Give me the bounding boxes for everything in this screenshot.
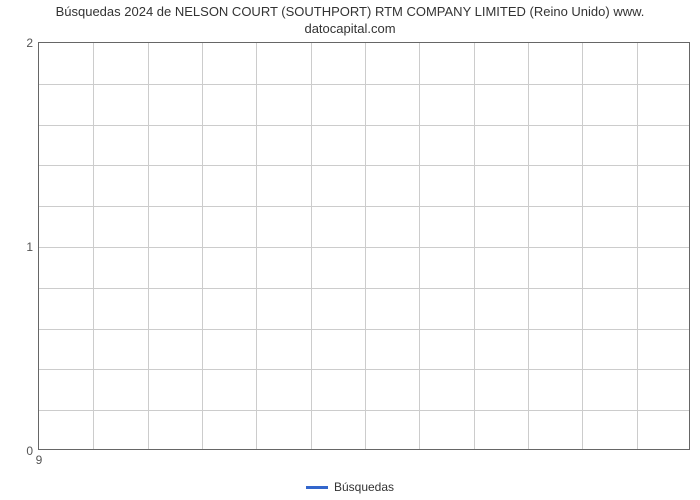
y-tick-label: 0 xyxy=(26,444,33,458)
legend-label: Búsquedas xyxy=(334,480,394,494)
grid-vertical xyxy=(256,43,257,449)
grid-horizontal xyxy=(39,247,689,248)
grid-horizontal xyxy=(39,206,689,207)
grid-horizontal xyxy=(39,288,689,289)
y-tick-label: 2 xyxy=(26,36,33,50)
plot-area: 0129 xyxy=(38,42,690,450)
grid-vertical xyxy=(93,43,94,449)
grid-horizontal xyxy=(39,410,689,411)
grid-horizontal xyxy=(39,329,689,330)
y-tick-label: 1 xyxy=(26,240,33,254)
x-tick-label: 9 xyxy=(36,453,43,467)
chart-title-line2: datocapital.com xyxy=(304,21,395,36)
grid-vertical xyxy=(582,43,583,449)
grid-horizontal xyxy=(39,84,689,85)
grid-horizontal xyxy=(39,165,689,166)
grid-vertical xyxy=(365,43,366,449)
grid-vertical xyxy=(474,43,475,449)
chart-title: Búsquedas 2024 de NELSON COURT (SOUTHPOR… xyxy=(0,4,700,38)
grid-horizontal xyxy=(39,125,689,126)
legend: Búsquedas xyxy=(0,479,700,494)
grid-vertical xyxy=(202,43,203,449)
chart-container: Búsquedas 2024 de NELSON COURT (SOUTHPOR… xyxy=(0,0,700,500)
grid-vertical xyxy=(148,43,149,449)
legend-swatch xyxy=(306,486,328,489)
grid-vertical xyxy=(311,43,312,449)
grid-vertical xyxy=(637,43,638,449)
grid-vertical xyxy=(419,43,420,449)
chart-title-line1: Búsquedas 2024 de NELSON COURT (SOUTHPOR… xyxy=(56,4,645,19)
grid-vertical xyxy=(528,43,529,449)
grid-horizontal xyxy=(39,369,689,370)
